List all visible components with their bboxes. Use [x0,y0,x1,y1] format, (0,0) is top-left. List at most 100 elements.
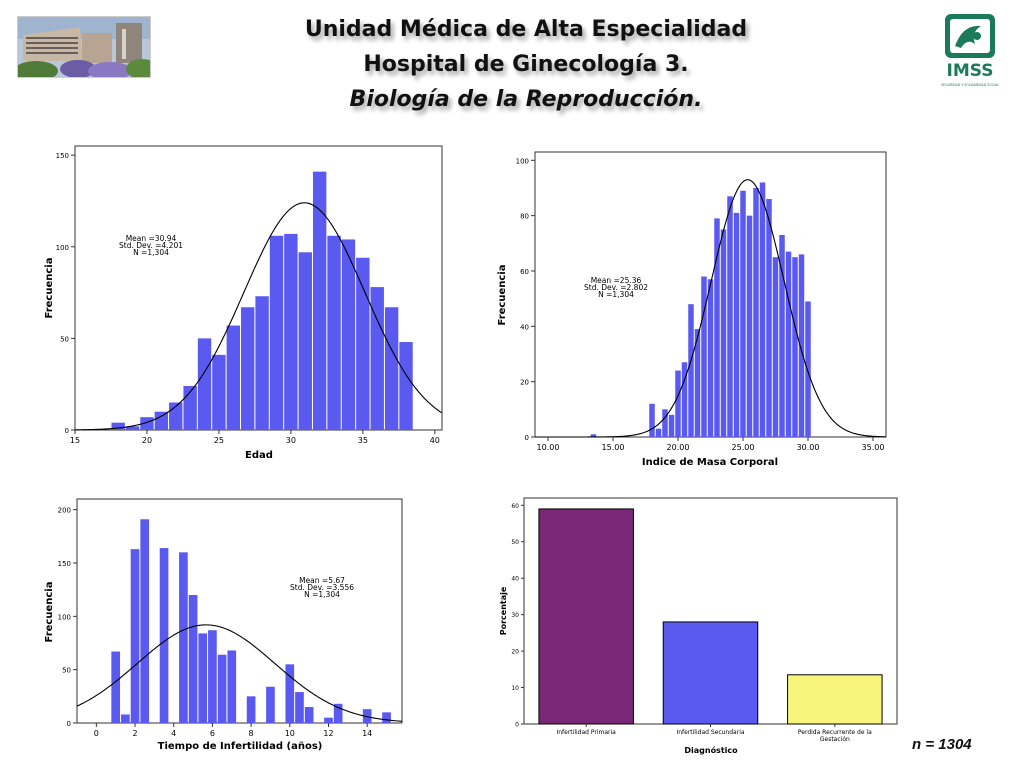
y-ticks: 0 10 20 30 40 50 60 [511,503,524,729]
y-tick-label: 40 [511,576,519,583]
logo-tagline: SEGURIDAD Y SOLIDARIDAD SOCIAL [941,83,999,87]
histogram-bar [226,325,241,430]
y-tick-label: 10 [511,685,519,692]
histogram-bar [312,171,327,430]
chart-infertilidad: 0 2 4 6 8 10 12 14 0 50 100 150 200 Mean =5.67 Std.… [40,497,410,755]
histogram-bar [183,386,197,430]
y-tick-label: 50 [60,335,69,343]
histogram-bar [733,212,740,437]
histogram-bar [382,712,391,723]
histogram-bar [675,370,681,437]
histogram-bar [714,218,720,437]
bars [590,182,811,437]
stats-n: N =1,304 [304,590,340,599]
y-tick-label: 100 [56,244,69,252]
hospital-photo [17,16,151,78]
x-tick-label: 2 [132,729,137,738]
stats-n: N =1,304 [133,248,169,257]
histogram-bar [707,279,714,437]
histogram-bar [662,409,668,437]
histogram-bar [324,717,333,723]
chart-edad: 15 20 25 30 35 40 0 50 100 150 Mean =30.94 Std. … [40,142,450,467]
histogram-bar [792,257,798,437]
histogram-bar [798,254,805,437]
x-tick-label: 25 [214,436,224,445]
histogram-bar [140,519,150,723]
histogram-bar [384,307,399,430]
histogram-bar [284,233,298,430]
histogram-bar [111,651,121,723]
plot-area [76,498,403,724]
histogram-bar [255,296,269,430]
histogram-bar [399,342,413,430]
diagnostico-bar [538,508,634,725]
stats-n: N =1,304 [598,290,634,299]
x-tick-label: 14 [362,729,372,738]
x-tick-label: 10.00 [537,443,560,452]
histogram-bar [333,703,343,723]
x-tick-label: 8 [249,729,254,738]
y-tick-label: 20 [520,379,529,387]
histogram-bar [655,428,662,437]
x-tick-label: 20.00 [667,443,690,452]
x-tick-label: 15.00 [602,443,625,452]
y-tick-label: 150 [58,560,71,568]
histogram-bar [701,276,707,437]
histogram-bar [759,182,766,437]
histogram-bar [159,548,169,723]
x-ticks: 0 2 4 6 8 10 12 14 [94,723,372,738]
histogram-bar [805,301,811,437]
title-unidad: Unidad Médica de Alta Especialidad [304,17,748,42]
y-tick-label: 50 [511,539,519,546]
histogram-bar [121,714,130,723]
histogram-bar [298,252,312,430]
x-tick-label: 35 [358,436,368,445]
y-tick-label: 0 [65,427,69,435]
chart-imc: 10.00 15.00 20.00 25.00 30.00 35.00 0 20 40 60 80… [490,150,895,470]
histogram-bar [212,354,226,430]
x-axis-label: Edad [245,450,273,461]
title-hospital: Hospital de Ginecología 3. [363,52,689,77]
histogram-bar [727,196,733,437]
x-ticks: 10.00 15.00 20.00 25.00 30.00 35.00 [537,437,885,452]
x-tick-label: 0 [94,729,99,738]
histogram-bar [753,187,759,437]
y-tick-label: 200 [58,507,71,515]
x-axis-label: Tiempo de Infertilidad (años) [158,741,323,752]
y-axis-label: Frecuencia [44,258,55,319]
bars [111,519,391,723]
stats-sd: Std. Dev. =3.556 [290,583,354,592]
y-ticks: 0 50 100 150 [56,152,75,435]
y-tick-label: 60 [520,268,529,276]
chart-edad-svg: 15 20 25 30 35 40 0 50 100 150 Mean =30.94 Std. … [44,145,443,461]
x-ticks: Infertilidad Primaria Infertilidad Secund… [556,724,872,743]
x-tick-label: 15 [70,436,80,445]
bars [111,171,413,430]
y-tick-label: 150 [56,152,69,160]
chart-diagnostico: Infertilidad Primaria Infertilidad Secund… [490,495,902,760]
histogram-bar [362,709,372,723]
y-tick-label: 20 [511,649,519,656]
histogram-bar [785,251,792,437]
stats-mean: Mean =5.67 [299,576,345,585]
diagnostico-bar [787,674,883,725]
diagnostico-bar [662,621,759,725]
histogram-bar [241,307,255,430]
y-axis-label: Frecuencia [497,265,508,326]
histogram-bar [694,329,701,437]
x-tick-label: 40 [430,436,440,445]
histogram-bar [269,235,284,430]
x-tick-label: 12 [323,729,333,738]
histogram-bar [746,215,753,437]
histogram-bar [779,235,785,437]
y-tick-label: 100 [58,613,71,621]
histogram-bar [140,417,154,430]
histogram-bar [681,362,688,437]
histogram-bar [356,257,370,430]
histogram-bar [266,686,275,723]
chart-imc-svg: 10.00 15.00 20.00 25.00 30.00 35.00 0 20 40 60 80… [497,151,887,468]
y-tick-label: 0 [525,434,529,442]
histogram-bar [197,338,212,430]
x-tick-label: 35.00 [862,443,885,452]
histogram-bar [370,287,384,430]
